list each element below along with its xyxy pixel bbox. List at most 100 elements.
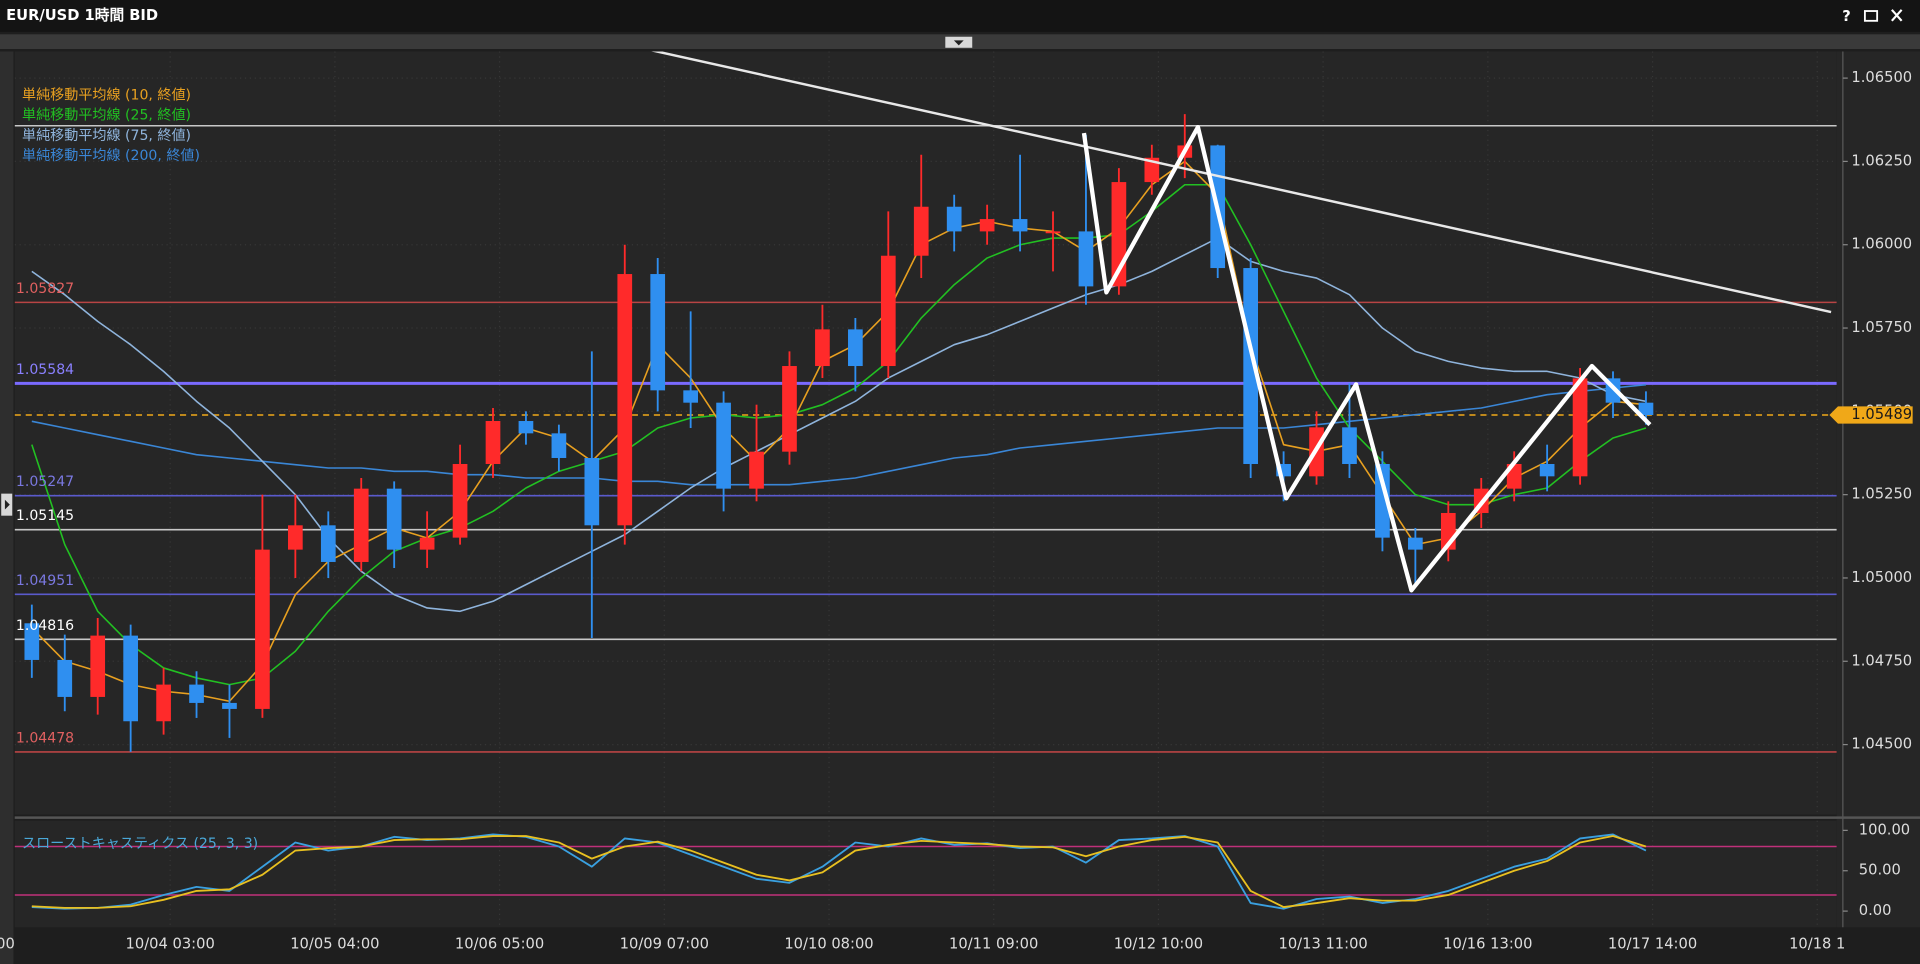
candle-body — [1539, 463, 1555, 477]
candle-body — [551, 433, 567, 458]
moving-average — [31, 383, 1647, 486]
level-label: 1.04951 — [16, 573, 74, 589]
candle-body — [485, 421, 501, 464]
y-tick-label: 1.05750 — [1851, 319, 1912, 336]
y-tick-label: 1.04500 — [1851, 736, 1912, 753]
stoch-tick-label: 0.00 — [1859, 902, 1892, 919]
candle-body — [419, 537, 435, 550]
level-label: 1.04478 — [16, 730, 74, 746]
candle-body — [156, 684, 171, 722]
x-tick-label: 10/11 09:00 — [949, 935, 1038, 952]
current-price-tag — [1829, 406, 1913, 424]
candle-body — [288, 525, 303, 550]
level-label: 1.04816 — [16, 618, 74, 634]
x-tick-label: 10/17 14:00 — [1608, 935, 1697, 952]
time-axis-area — [14, 928, 1920, 964]
candle-body — [1342, 427, 1357, 464]
stoch-pane — [14, 820, 1837, 928]
level-label: 1.05247 — [16, 474, 74, 490]
x-tick-label: 10/13 11:00 — [1278, 935, 1367, 952]
collapse-icon — [953, 40, 964, 46]
help-button[interactable]: ? — [1842, 8, 1851, 25]
x-tick-label: 00 — [0, 935, 15, 952]
candle-body — [584, 457, 600, 526]
candle-body — [123, 635, 138, 722]
y-tick-label: 1.06000 — [1851, 236, 1912, 253]
y-tick-label: 1.06500 — [1851, 69, 1912, 86]
candle-body — [683, 390, 698, 403]
candle-body — [353, 488, 369, 562]
candle-body — [57, 659, 73, 697]
candle-body — [1408, 537, 1423, 550]
y-tick-label: 1.04750 — [1851, 652, 1912, 669]
y-tick-label: 1.06250 — [1851, 152, 1912, 169]
candle-body — [946, 206, 962, 232]
x-tick-label: 10/12 10:00 — [1114, 935, 1203, 952]
candle-body — [650, 274, 666, 391]
label-layer: スローストキャスティクス (25, 3, 3) 1.06500 1.06250 1.… — [0, 69, 1913, 952]
x-tick-label: 10/09 07:00 — [620, 935, 709, 952]
candle-body — [1243, 268, 1259, 464]
x-tick-label: 10/05 04:00 — [290, 935, 379, 952]
x-tick-label: 10/10 08:00 — [784, 935, 873, 952]
zigzag — [1081, 124, 1652, 593]
candle-body — [1572, 378, 1588, 477]
candle-body — [848, 329, 863, 367]
candle-body — [716, 402, 731, 489]
x-tick-label: 10/04 03:00 — [126, 935, 215, 952]
title-bar — [0, 0, 1920, 32]
candle-body — [749, 451, 764, 489]
candle-body — [1375, 463, 1390, 538]
moving-average — [31, 237, 1647, 613]
candle-body — [979, 219, 995, 232]
candle-body — [815, 329, 830, 367]
candle-body — [255, 549, 270, 709]
candle-body — [320, 525, 336, 562]
main-pane — [14, 51, 1837, 815]
candle-body — [880, 255, 896, 367]
candle-body — [1045, 231, 1061, 234]
stoch-layer — [31, 833, 1647, 910]
stoch-tick-label: 100.00 — [1859, 821, 1910, 838]
stoch-line — [31, 833, 1647, 910]
x-tick-label: 10/18 1 — [1789, 935, 1845, 952]
y-tick-label: 1.05000 — [1851, 569, 1912, 586]
stoch-name: スローストキャスティクス (25, 3, 3) — [22, 836, 258, 852]
candle-body — [617, 274, 633, 526]
legend-entry: 単純移動平均線 (200, 終値) — [22, 148, 200, 164]
x-tick-label: 10/06 05:00 — [455, 935, 544, 952]
stoch-line — [31, 835, 1647, 909]
maximize-button[interactable] — [1863, 10, 1879, 22]
candle-body — [189, 684, 204, 703]
legend-entry: 単純移動平均線 (25, 終値) — [22, 108, 191, 124]
stoch-grid-layer — [14, 820, 1837, 928]
candle-body — [782, 366, 797, 452]
candle-body — [452, 463, 468, 538]
x-tick-label: 10/16 13:00 — [1443, 935, 1532, 952]
level-label: 1.05145 — [16, 508, 74, 524]
current-price-label: 1.05489 — [1851, 406, 1912, 423]
level-label: 1.05827 — [16, 281, 74, 297]
candle-body — [1144, 157, 1160, 183]
stoch-tick-label: 50.00 — [1859, 862, 1901, 879]
legend-entry: 単純移動平均線 (75, 終値) — [22, 128, 191, 144]
price-axis-area — [1836, 51, 1920, 928]
legend-entry: 単純移動平均線 (10, 終値) — [22, 88, 191, 104]
trendline — [651, 51, 1832, 314]
candle-body — [1078, 231, 1094, 287]
candle-body — [913, 206, 929, 256]
candle-body — [90, 635, 106, 697]
plot-layer — [14, 51, 1837, 753]
window-title: EUR/USD 1時間 BID — [6, 6, 158, 24]
side-toggle-icon — [4, 499, 10, 510]
candle-body — [1012, 219, 1028, 232]
level-label: 1.05584 — [16, 362, 74, 378]
candle-body — [24, 623, 40, 660]
candle-body — [386, 488, 402, 550]
candle-body — [1638, 402, 1654, 416]
candle-body — [222, 702, 237, 709]
candle-body — [518, 421, 534, 434]
close-button[interactable] — [1891, 9, 1903, 22]
